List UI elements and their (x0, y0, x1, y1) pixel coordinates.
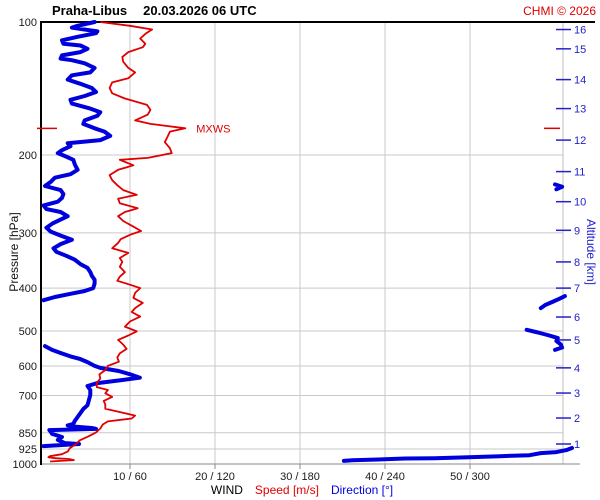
svg-text:850: 850 (19, 428, 37, 440)
wind-caption-label: WIND (210, 483, 243, 497)
svg-text:1: 1 (574, 439, 580, 451)
svg-text:8: 8 (574, 257, 580, 269)
svg-text:200: 200 (19, 150, 37, 162)
svg-text:7: 7 (574, 283, 580, 295)
svg-text:1000: 1000 (13, 459, 37, 471)
pressure-axis-label: Pressure [hPa] (7, 212, 21, 292)
svg-text:16: 16 (574, 25, 586, 37)
wind-axis-caption: WIND Speed [m/s] Direction [°] (41, 483, 563, 497)
svg-text:15: 15 (574, 44, 586, 56)
direction-caption-label: Direction [°] (330, 483, 394, 497)
wind-speed-curve (47, 21, 187, 463)
svg-text:30 / 180: 30 / 180 (280, 471, 320, 483)
svg-text:700: 700 (19, 391, 37, 403)
svg-text:13: 13 (574, 104, 586, 116)
observation-datetime: 20.03.2026 06 UTC (143, 3, 257, 18)
svg-text:40 / 240: 40 / 240 (365, 471, 405, 483)
svg-text:3: 3 (574, 388, 580, 400)
svg-text:10: 10 (574, 197, 586, 209)
svg-text:20 / 120: 20 / 120 (195, 471, 235, 483)
plot-borders (40, 21, 595, 465)
wind-direction-curve (41, 20, 574, 463)
altitude-axis-ticks: 16 15 14 13 12 11 10 9 8 7 6 5 4 3 2 1 (556, 25, 586, 451)
svg-text:6: 6 (574, 312, 580, 324)
svg-text:500: 500 (19, 326, 37, 338)
altitude-axis-label: Altitude [km] (584, 218, 598, 286)
mxws-marker: MXWS (37, 123, 560, 135)
x-tick-labels: 10 / 60 20 / 120 30 / 180 40 / 240 50 / 300 (113, 471, 490, 483)
svg-text:10 / 60: 10 / 60 (113, 471, 147, 483)
svg-text:100: 100 (19, 17, 37, 29)
svg-text:400: 400 (19, 283, 37, 295)
svg-text:5: 5 (574, 335, 580, 347)
copyright-notice: CHMI © 2026 (523, 4, 596, 18)
chart-header: Praha-Libus 20.03.2026 06 UTC (52, 3, 257, 18)
pressure-tick-labels: 100 200 300 400 500 600 700 850 925 1000 (13, 17, 37, 471)
speed-caption-label: Speed [m/s] (254, 483, 319, 497)
svg-text:14: 14 (574, 75, 586, 87)
svg-text:4: 4 (574, 363, 580, 375)
svg-text:600: 600 (19, 361, 37, 373)
svg-text:2: 2 (574, 413, 580, 425)
svg-text:300: 300 (19, 228, 37, 240)
speed-gridlines (129, 22, 471, 469)
svg-text:11: 11 (574, 167, 585, 179)
station-title: Praha-Libus (52, 3, 128, 18)
svg-text:925: 925 (19, 444, 37, 456)
svg-text:9: 9 (574, 225, 580, 237)
svg-text:50 / 300: 50 / 300 (450, 471, 490, 483)
svg-text:MXWS: MXWS (196, 123, 230, 135)
svg-text:12: 12 (574, 135, 586, 147)
